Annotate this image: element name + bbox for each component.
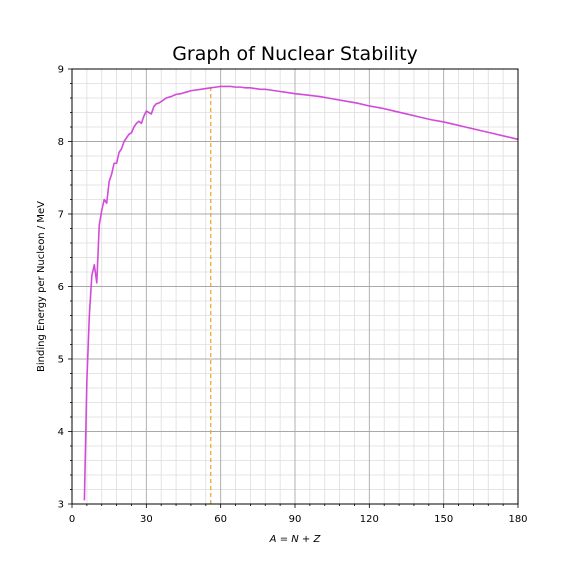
x-tick-label: 120	[360, 514, 379, 525]
x-axis-label: A = N + Z	[269, 534, 322, 545]
x-tick-label: 60	[214, 514, 227, 525]
x-tick-label: 90	[289, 514, 302, 525]
series-layer	[83, 85, 519, 501]
y-tick-label: 4	[58, 427, 64, 438]
y-tick-label: 5	[58, 355, 64, 366]
y-axis: 3 4 5 6 7 8 9	[58, 65, 72, 511]
binding-energy-curve	[83, 85, 519, 501]
x-tick-label: 150	[434, 514, 453, 525]
y-axis-label: Binding Energy per Nucleon / MeV	[36, 201, 47, 372]
y-tick-label: 9	[58, 65, 64, 76]
y-tick-label: 7	[58, 210, 64, 221]
x-tick-label: 0	[69, 514, 75, 525]
x-tick-label: 30	[140, 514, 153, 525]
x-tick-label: 180	[508, 514, 527, 525]
y-tick-label: 3	[58, 500, 64, 511]
y-tick-label: 8	[58, 137, 64, 148]
x-axis: 0 30 60 90 120 150 180	[69, 504, 528, 525]
y-tick-label: 6	[58, 282, 64, 293]
chart-title: Graph of Nuclear Stability	[172, 43, 418, 65]
